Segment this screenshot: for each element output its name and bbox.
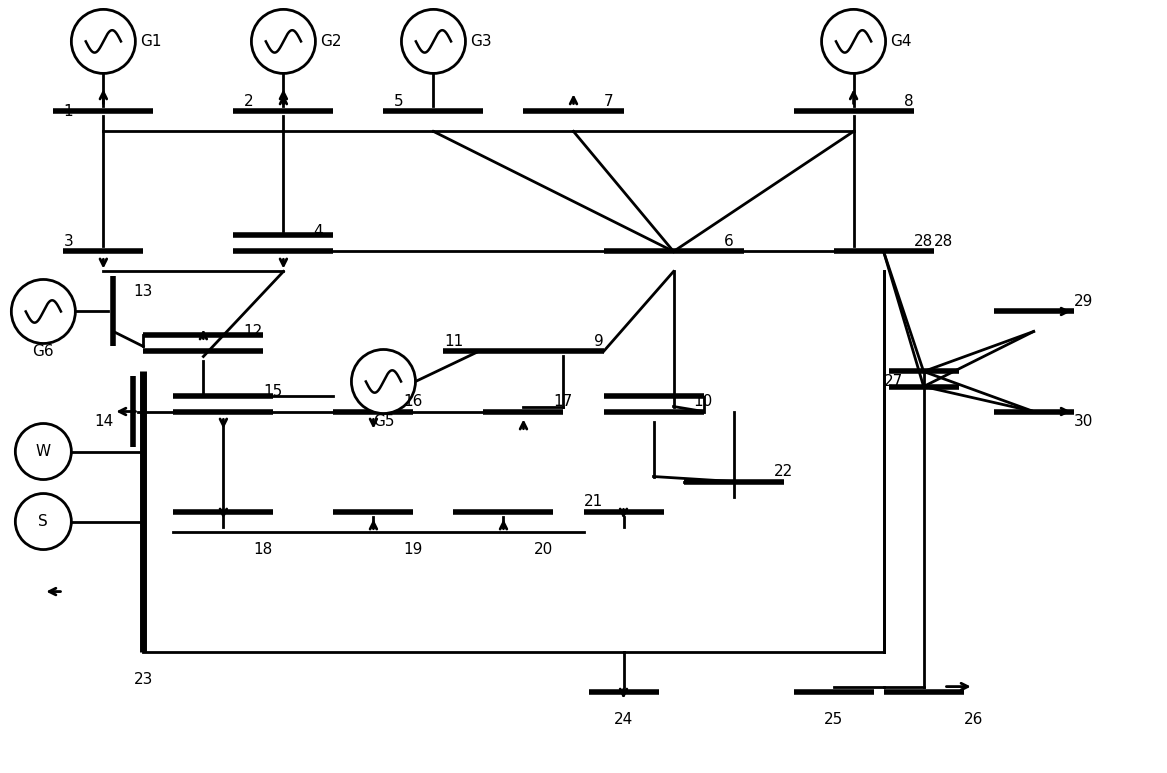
Circle shape <box>351 349 415 414</box>
Text: 18: 18 <box>253 542 273 557</box>
Text: 28: 28 <box>914 234 932 249</box>
Text: W: W <box>36 444 51 459</box>
Circle shape <box>401 9 466 73</box>
Text: 7: 7 <box>603 94 613 109</box>
Text: G3: G3 <box>470 34 492 49</box>
Text: 26: 26 <box>964 712 983 727</box>
Text: 28: 28 <box>934 234 952 249</box>
Text: 4: 4 <box>314 224 323 239</box>
Text: 16: 16 <box>404 394 422 409</box>
Text: S: S <box>39 514 48 529</box>
Text: 29: 29 <box>1074 294 1093 309</box>
Text: 19: 19 <box>404 542 422 557</box>
Text: 2: 2 <box>244 94 253 109</box>
Text: 25: 25 <box>824 712 844 727</box>
Circle shape <box>71 9 135 73</box>
Text: G2: G2 <box>321 34 342 49</box>
Text: 20: 20 <box>533 542 553 557</box>
Text: 13: 13 <box>133 284 153 299</box>
Circle shape <box>822 9 886 73</box>
Text: G6: G6 <box>33 344 54 359</box>
Text: 1: 1 <box>64 104 74 119</box>
Circle shape <box>15 493 71 550</box>
Text: 30: 30 <box>1074 414 1093 429</box>
Text: 8: 8 <box>903 94 914 109</box>
Text: G5: G5 <box>372 414 394 429</box>
Circle shape <box>251 9 315 73</box>
Text: 15: 15 <box>264 384 282 399</box>
Text: G4: G4 <box>890 34 913 49</box>
Text: G1: G1 <box>140 34 162 49</box>
Text: 24: 24 <box>614 712 634 727</box>
Circle shape <box>12 280 76 343</box>
Text: 11: 11 <box>445 334 463 349</box>
Text: 17: 17 <box>553 394 573 409</box>
Text: 9: 9 <box>594 334 603 349</box>
Text: 5: 5 <box>393 94 404 109</box>
Text: 21: 21 <box>585 494 603 509</box>
Text: 3: 3 <box>64 234 74 249</box>
Text: 12: 12 <box>244 324 263 339</box>
Text: 22: 22 <box>774 464 792 479</box>
Circle shape <box>15 424 71 479</box>
Text: 14: 14 <box>95 414 113 429</box>
Text: 23: 23 <box>134 672 153 686</box>
Text: 27: 27 <box>885 374 903 389</box>
Text: 6: 6 <box>724 234 733 249</box>
Text: 10: 10 <box>693 394 713 409</box>
